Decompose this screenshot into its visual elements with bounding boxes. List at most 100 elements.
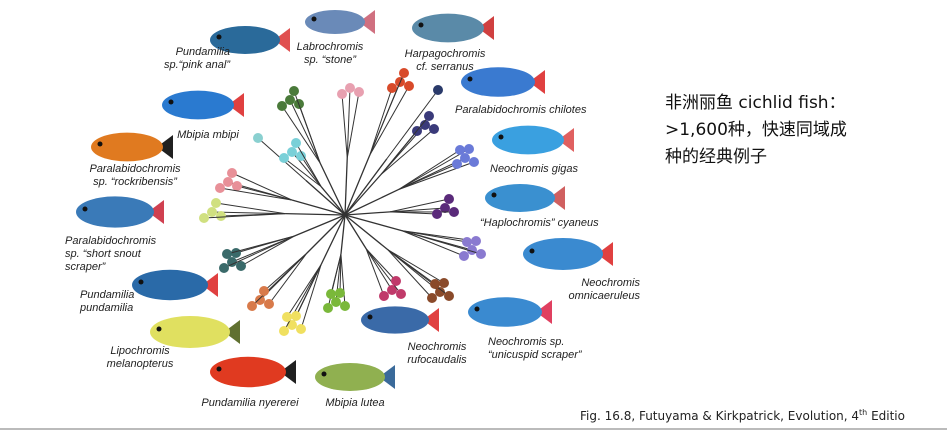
fish-tail: [423, 308, 439, 332]
branch: [281, 105, 321, 164]
fish-tail: [280, 360, 296, 384]
species-label: Mbipia lutea: [325, 397, 384, 409]
species-label: Labrochromis: [297, 41, 364, 53]
species-label: Neochromis gigas: [490, 163, 579, 175]
branch: [293, 214, 346, 237]
fish-tail: [224, 320, 240, 344]
tip: [387, 285, 397, 295]
caption-superscript: th: [859, 408, 867, 417]
branch: [339, 254, 342, 294]
species-label: Pundamilia: [176, 46, 230, 58]
tip: [340, 301, 350, 311]
tip: [222, 249, 232, 259]
fish-body: [162, 90, 234, 120]
tip: [331, 297, 341, 307]
branch: [215, 202, 286, 215]
fish-tail: [379, 365, 395, 389]
fish-tail: [478, 16, 494, 40]
fish-tail: [157, 135, 173, 159]
tip: [287, 320, 297, 330]
branch: [320, 214, 346, 265]
branch: [231, 172, 293, 201]
tip: [199, 213, 209, 223]
branch: [300, 264, 322, 330]
tip: [427, 293, 437, 303]
tip: [424, 111, 434, 121]
note-line: 种的经典例子: [665, 147, 767, 167]
branch: [369, 85, 410, 156]
fish-eye: [156, 326, 162, 332]
fish-eye: [216, 366, 222, 372]
branch: [223, 235, 295, 269]
fish-eye: [367, 314, 373, 320]
branch: [344, 214, 389, 251]
branch: [341, 93, 348, 158]
species-label: sp. “stone”: [304, 54, 357, 66]
tip: [469, 157, 479, 167]
branch: [344, 188, 400, 216]
species-label: sp.“pink anal”: [164, 59, 231, 71]
fish-body: [492, 125, 564, 155]
fish-tail: [359, 10, 375, 34]
fish-eye: [474, 306, 480, 312]
tip: [287, 147, 297, 157]
fish-body: [150, 316, 230, 348]
caption: Fig. 16.8, Futuyama & Kirkpatrick, Evolu…: [580, 408, 905, 423]
tip: [444, 291, 454, 301]
branch: [268, 252, 308, 305]
branch: [344, 174, 382, 216]
tip: [207, 207, 217, 217]
species-label: Pundamilia: [80, 289, 134, 301]
fish-eye: [82, 206, 88, 212]
tip: [429, 124, 439, 134]
fish-tail: [597, 242, 613, 266]
species-label: Paralabidochromis: [65, 235, 157, 247]
tip: [455, 145, 465, 155]
fish-body: [485, 184, 555, 212]
species-label: Pundamilia nyererei: [201, 397, 299, 409]
tip: [337, 89, 347, 99]
tip: [259, 286, 269, 296]
fish-body: [91, 132, 163, 162]
species-label: cf. serranus: [416, 61, 474, 73]
tip: [277, 101, 287, 111]
fish-eye: [311, 16, 317, 22]
branch: [365, 248, 402, 295]
species-label: sp. “rockribensis”: [93, 176, 178, 188]
species-label: Neochromis sp.: [488, 336, 564, 348]
fish-eye: [138, 279, 144, 285]
tip: [279, 153, 289, 163]
tip: [264, 299, 274, 309]
branch: [286, 264, 322, 318]
fish-illustrations: [76, 10, 613, 391]
tip: [291, 311, 301, 321]
tip: [476, 249, 486, 259]
tip: [215, 183, 225, 193]
species-label: Neochromis: [581, 277, 640, 289]
fish-tail: [202, 273, 218, 297]
fish-eye: [168, 99, 174, 105]
branch: [401, 230, 465, 257]
branch: [402, 230, 468, 243]
tip: [279, 326, 289, 336]
fish-tail: [148, 200, 164, 224]
tip: [282, 312, 292, 322]
tip: [440, 203, 450, 213]
tip: [227, 257, 237, 267]
species-label: pundamilia: [79, 302, 133, 314]
tip: [326, 289, 336, 299]
branch: [365, 248, 397, 282]
tip: [216, 211, 226, 221]
fish-eye: [418, 22, 424, 28]
branch: [344, 157, 348, 216]
fish-tail: [228, 93, 244, 117]
tip: [459, 251, 469, 261]
branch: [219, 187, 293, 201]
branch: [283, 157, 322, 188]
tip: [247, 301, 257, 311]
branch: [330, 254, 342, 295]
tip: [345, 83, 355, 93]
branch: [387, 249, 433, 299]
